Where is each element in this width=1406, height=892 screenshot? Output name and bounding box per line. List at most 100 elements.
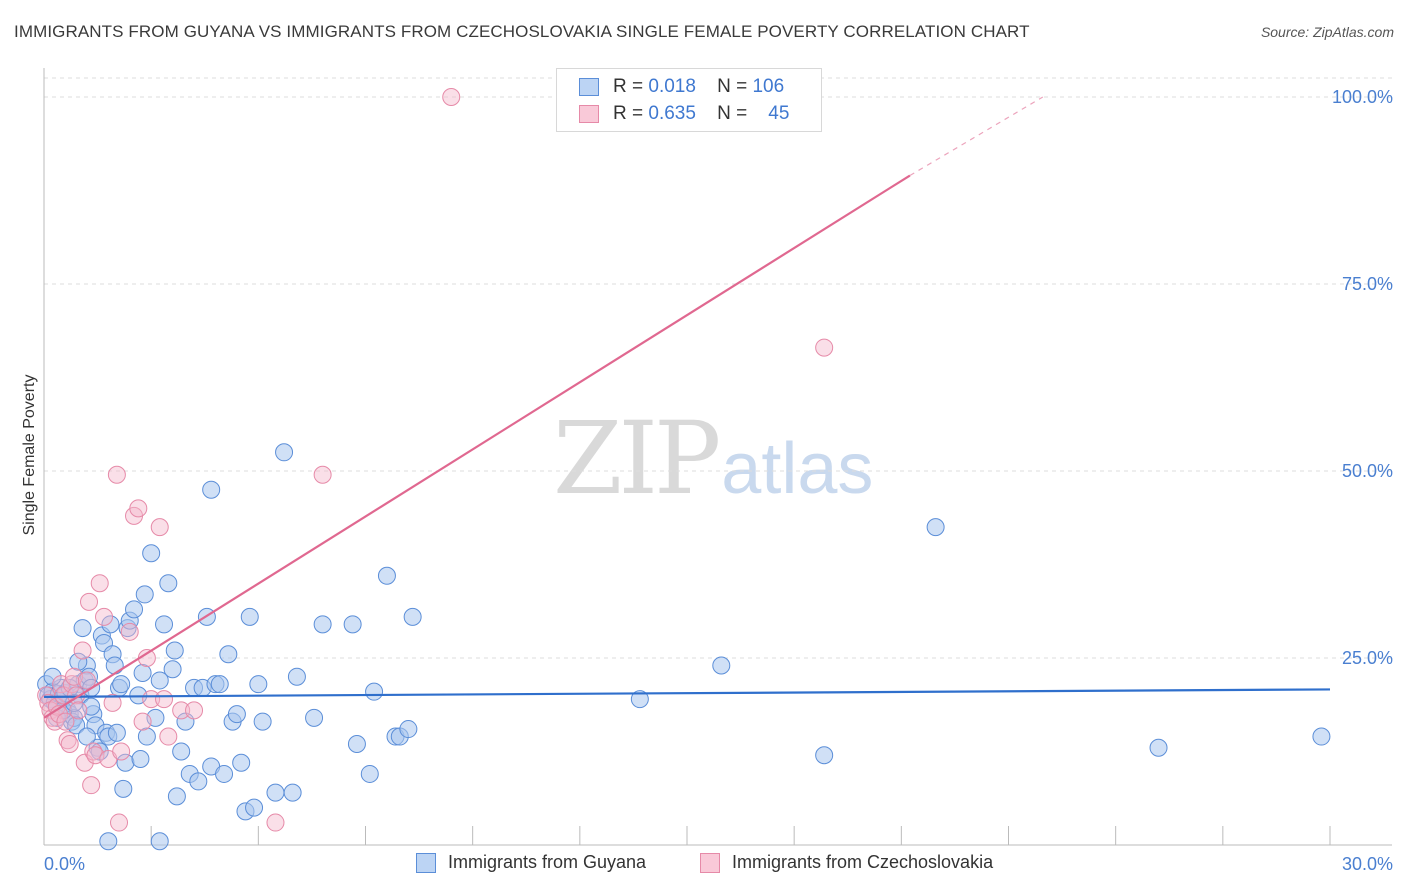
data-point-guyana xyxy=(99,832,118,851)
data-point-guyana xyxy=(266,783,285,802)
legend-r-label: R = xyxy=(613,103,644,124)
data-point-guyana xyxy=(287,667,306,686)
data-point-czech xyxy=(155,690,174,709)
data-point-guyana xyxy=(926,518,945,537)
source-label: Source: ZipAtlas.com xyxy=(1260,24,1394,40)
y-tick-label: 50.0% xyxy=(1342,461,1393,481)
data-point-czech xyxy=(60,735,79,754)
data-point-guyana xyxy=(150,832,169,851)
data-point-guyana xyxy=(133,663,152,682)
data-point-guyana xyxy=(403,607,422,626)
data-point-czech xyxy=(39,693,58,712)
data-point-czech xyxy=(442,88,461,106)
y-tick-label: 25.0% xyxy=(1342,648,1393,668)
data-point-guyana xyxy=(360,764,379,783)
data-point-guyana xyxy=(215,764,234,783)
data-point-guyana xyxy=(249,675,268,694)
series-legend-czech[interactable]: Immigrants from Czechoslovakia xyxy=(700,852,993,873)
data-point-guyana xyxy=(1312,727,1331,746)
data-point-czech xyxy=(77,671,96,690)
grid-lines xyxy=(44,77,1392,659)
data-point-guyana xyxy=(101,615,120,634)
data-point-guyana xyxy=(167,787,186,806)
data-point-guyana xyxy=(305,708,324,727)
data-point-guyana xyxy=(365,682,384,701)
watermark-atlas: atlas xyxy=(721,429,874,509)
data-point-guyana xyxy=(815,746,834,765)
data-point-czech xyxy=(129,499,148,518)
data-point-guyana xyxy=(163,660,182,679)
data-point-czech xyxy=(150,518,169,537)
legend-row-guyana: R = 0.018 N = 106 xyxy=(579,74,784,100)
legend-r-value-guyana: 0.018 xyxy=(648,76,696,97)
data-point-guyana xyxy=(275,443,294,462)
trend-lines xyxy=(43,96,1331,719)
data-point-guyana xyxy=(131,749,150,768)
data-point-guyana xyxy=(313,615,332,634)
data-point-czech xyxy=(56,712,75,731)
x-tick-label-min: 0.0% xyxy=(44,854,85,874)
data-point-czech xyxy=(120,622,139,641)
legend-n-value-czech: 45 xyxy=(768,103,790,124)
data-point-guyana xyxy=(1149,738,1168,757)
data-point-guyana xyxy=(114,779,133,798)
data-point-guyana xyxy=(142,544,161,563)
data-point-guyana xyxy=(202,480,221,499)
data-point-guyana xyxy=(189,772,208,791)
series-legend-label-guyana: Immigrants from Guyana xyxy=(448,852,647,872)
data-point-guyana xyxy=(67,716,86,735)
trend-line-czech xyxy=(43,174,911,719)
legend-n-value-guyana: 106 xyxy=(752,76,785,97)
data-point-guyana xyxy=(165,641,184,660)
data-point-czech xyxy=(82,776,101,795)
data-point-czech xyxy=(80,592,99,611)
data-point-guyana xyxy=(107,723,126,742)
y-axis-label: Single Female Poverty xyxy=(21,375,38,536)
data-point-guyana xyxy=(69,652,88,671)
data-point-czech xyxy=(266,813,285,832)
data-point-guyana xyxy=(283,783,302,802)
data-point-guyana xyxy=(227,705,246,724)
axes xyxy=(43,68,1392,846)
data-point-guyana xyxy=(159,574,178,593)
data-point-czech xyxy=(172,701,191,720)
data-point-guyana xyxy=(150,671,169,690)
data-point-guyana xyxy=(219,645,238,664)
series-legend-guyana[interactable]: Immigrants from Guyana xyxy=(416,852,646,873)
series-guyana-points xyxy=(37,443,1331,851)
trend-line-czech-extension xyxy=(909,96,1044,177)
data-point-czech xyxy=(90,574,109,593)
legend-swatch-czech xyxy=(579,105,599,123)
data-point-czech xyxy=(159,727,178,746)
data-point-czech xyxy=(142,690,161,709)
series-legend-label-czech: Immigrants from Czechoslovakia xyxy=(732,852,994,872)
y-tick-label: 75.0% xyxy=(1342,274,1393,294)
legend-row-czech: R = 0.635 N = 45 xyxy=(579,101,789,127)
series-legend-swatch-czech xyxy=(700,852,720,873)
data-point-czech xyxy=(95,607,114,626)
data-point-guyana xyxy=(712,656,731,675)
data-point-guyana xyxy=(253,712,272,731)
data-point-guyana xyxy=(232,753,251,772)
data-point-guyana xyxy=(343,615,362,634)
data-point-czech xyxy=(133,712,152,731)
trend-line-guyana xyxy=(43,688,1331,698)
legend-swatch-guyana xyxy=(579,78,599,96)
correlation-legend: R = 0.018 N = 106 R = 0.635 N = 45 xyxy=(556,68,822,132)
data-point-guyana xyxy=(135,585,154,604)
legend-n-label: N = xyxy=(717,76,748,97)
data-point-czech xyxy=(103,693,122,712)
data-point-czech xyxy=(62,675,81,694)
data-point-guyana xyxy=(240,607,259,626)
watermark-zip: ZIP xyxy=(553,400,721,517)
data-point-czech xyxy=(107,465,126,484)
series-legend: Immigrants from Guyana Immigrants from C… xyxy=(0,852,1406,878)
tick-labels: 25.0% 50.0% 75.0% 100.0% 0.0% 30.0% xyxy=(44,87,1393,874)
watermark: ZIPatlas xyxy=(553,400,873,517)
chart-title: IMMIGRANTS FROM GUYANA VS IMMIGRANTS FRO… xyxy=(14,22,1030,41)
legend-n-label: N = xyxy=(717,103,748,124)
data-point-guyana xyxy=(105,656,124,675)
data-point-guyana xyxy=(210,675,229,694)
legend-r-label: R = xyxy=(613,76,644,97)
